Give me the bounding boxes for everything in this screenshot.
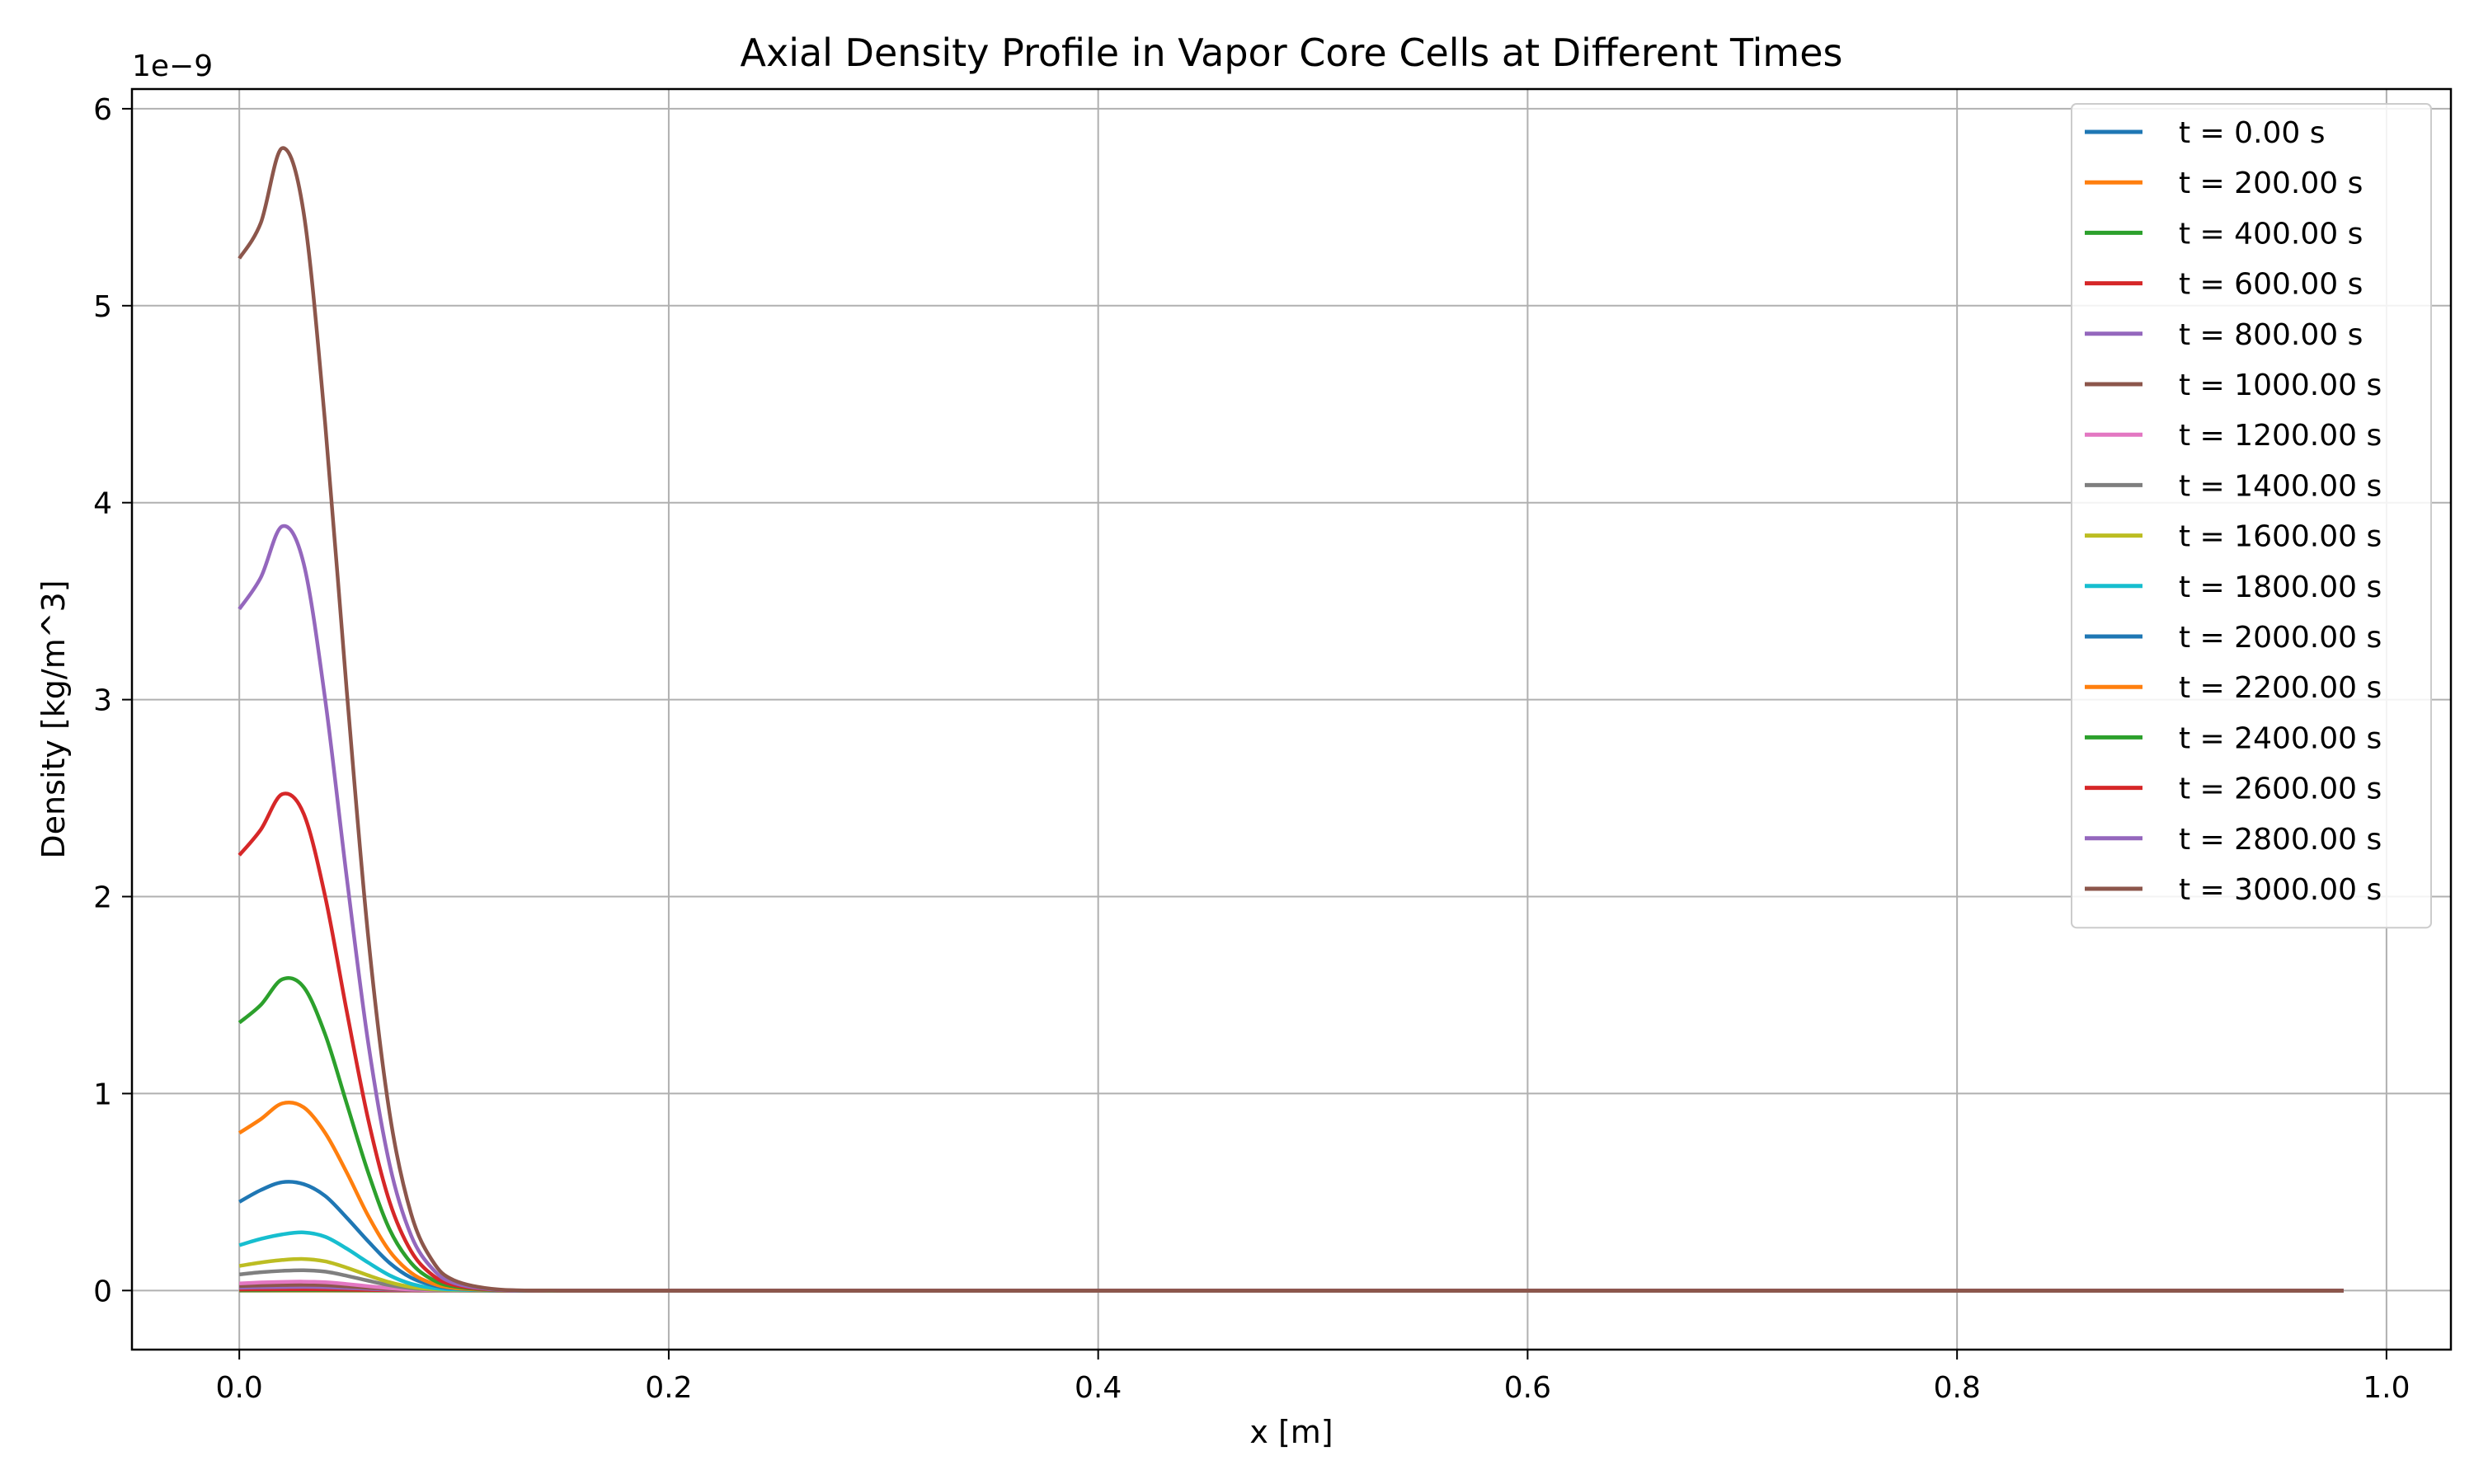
legend-entry-label: t = 1000.00 s — [2179, 369, 2382, 402]
legend-entry-label: t = 3000.00 s — [2179, 873, 2382, 907]
y-tick-label: 1 — [93, 1078, 112, 1111]
axes-frame — [130, 87, 2453, 1351]
y-axis-offset-label: 1e−9 — [132, 49, 213, 83]
legend-entry-label: t = 2800.00 s — [2179, 823, 2382, 857]
y-tick-label: 5 — [93, 290, 112, 324]
legend-entry-label: t = 1200.00 s — [2179, 419, 2382, 453]
legend: t = 0.00 s t = 200.00 s t = 400.00 s t = 60… — [2071, 103, 2432, 929]
x-axis-ticks: 0.0 0.2 0.4 0.6 0.8 1.0 — [216, 1350, 2411, 1405]
x-tick-label: 0.8 — [1934, 1371, 1981, 1405]
y-axis-label: Density [kg/m^3] — [35, 580, 72, 858]
x-axis-label: x [m] — [1249, 1414, 1333, 1450]
y-tick-label: 6 — [93, 93, 112, 127]
legend-entry-label: t = 2400.00 s — [2179, 721, 2382, 755]
legend-entry-label: t = 2000.00 s — [2179, 621, 2382, 655]
legend-entry-label: t = 1600.00 s — [2179, 520, 2382, 554]
legend-entry-label: t = 0.00 s — [2179, 116, 2326, 150]
legend-entry-label: t = 1800.00 s — [2179, 571, 2382, 604]
x-tick-label: 0.4 — [1075, 1371, 1122, 1405]
y-tick-label: 0 — [93, 1275, 112, 1308]
x-tick-label: 0.6 — [1504, 1371, 1551, 1405]
legend-entry-label: t = 800.00 s — [2179, 318, 2363, 352]
legend-entry-label: t = 1400.00 s — [2179, 469, 2382, 503]
x-tick-label: 1.0 — [2363, 1371, 2410, 1405]
legend-entry-label: t = 200.00 s — [2179, 167, 2363, 200]
legend-entry-label: t = 2600.00 s — [2179, 773, 2382, 806]
plot-area-series — [238, 146, 2344, 1293]
x-tick-label: 0.0 — [216, 1371, 263, 1405]
y-axis-ticks: 0 1 2 3 4 5 6 — [93, 93, 132, 1308]
series-line — [238, 146, 2344, 1293]
y-tick-label: 4 — [93, 487, 112, 521]
y-tick-label: 2 — [93, 881, 112, 915]
legend-entry-label: t = 600.00 s — [2179, 268, 2363, 302]
legend-entry-label: t = 400.00 s — [2179, 217, 2363, 251]
x-tick-label: 0.2 — [645, 1371, 692, 1405]
legend-box — [2071, 103, 2432, 929]
chart-title: Axial Density Profile in Vapor Core Cell… — [741, 31, 1843, 75]
y-tick-label: 3 — [93, 684, 112, 718]
legend-entry-label: t = 2200.00 s — [2179, 671, 2382, 705]
